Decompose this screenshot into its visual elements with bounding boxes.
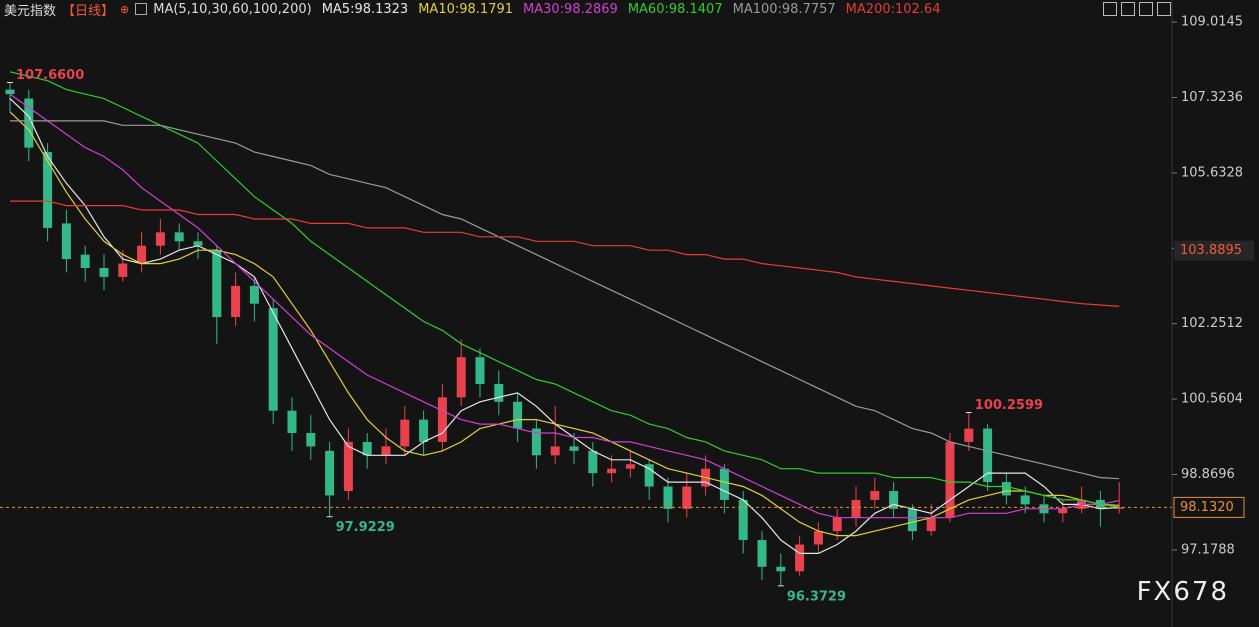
tool-button[interactable]	[1121, 2, 1135, 16]
candle-body	[738, 499, 748, 541]
extreme-label: 100.2599	[975, 398, 1043, 413]
candle-body	[43, 152, 53, 228]
candle-body	[456, 357, 466, 398]
candle-body	[682, 486, 692, 509]
candle-body	[306, 433, 316, 447]
candle-body	[362, 441, 372, 456]
candle-body	[625, 464, 635, 469]
candle-body	[287, 410, 297, 434]
candle-body	[174, 232, 184, 242]
ma-line	[10, 120, 1120, 480]
candle-body	[531, 428, 541, 456]
candle-body	[325, 450, 335, 496]
ma-line	[9, 71, 1120, 508]
candle-body	[343, 441, 353, 491]
y-tick-label: 98.8696	[1181, 467, 1235, 482]
candle-body	[249, 285, 259, 304]
candle-body	[494, 383, 504, 402]
title: 美元指数	[4, 3, 57, 19]
candle-body	[983, 428, 993, 483]
candle-body	[400, 419, 410, 447]
ma-line	[9, 93, 1120, 519]
add-icon[interactable]: ⊕	[120, 2, 130, 16]
extreme-label: 107.6600	[16, 68, 84, 83]
extreme-label: 97.9229	[336, 520, 395, 535]
candle-body	[607, 468, 617, 474]
candle-body	[5, 89, 15, 95]
y-tick-label: 105.6328	[1181, 165, 1243, 180]
candle-body	[550, 446, 560, 456]
candle-body	[61, 223, 71, 260]
header: 美元指数 【日线】 ⊕ MA(5,10,30,60,100,200) MA5:9…	[4, 0, 941, 19]
legend-entry: MA10:98.1791	[418, 1, 514, 17]
candle-body	[1001, 482, 1011, 496]
candle-body	[588, 450, 598, 474]
candle-body	[795, 544, 805, 572]
y-tick-label: 109.0145	[1181, 15, 1243, 30]
candle-body	[776, 566, 786, 572]
ma-line	[9, 111, 1120, 537]
level-box	[1174, 240, 1254, 261]
candle-body	[832, 517, 842, 532]
candle-body	[137, 245, 147, 264]
candle-body	[99, 268, 109, 277]
ma-line	[10, 200, 1120, 307]
candle-body	[926, 517, 936, 532]
candle-body	[118, 263, 128, 277]
candle-body	[24, 98, 34, 148]
candle-body	[231, 285, 241, 318]
toolbar	[1103, 2, 1171, 16]
candle-body	[757, 540, 767, 567]
tool-button[interactable]	[1157, 2, 1171, 16]
candle-body	[268, 308, 278, 411]
last-price-label: 98.1320	[1180, 500, 1234, 515]
candle-body	[437, 397, 447, 442]
legend-entry: MA60:98.1407	[627, 1, 723, 17]
candle-body	[419, 419, 429, 442]
candle-body	[381, 446, 391, 456]
candle-body	[1020, 495, 1030, 505]
candle-body	[889, 490, 899, 509]
candle-body	[1114, 507, 1124, 509]
legend-entry: MA5:98.1323	[321, 1, 409, 17]
tool-button[interactable]	[1103, 2, 1117, 16]
watermark: FX678	[1136, 577, 1229, 607]
candle-body	[907, 508, 917, 532]
candle-body	[945, 441, 955, 518]
candle-body	[155, 232, 165, 246]
candle-body	[964, 428, 974, 442]
candle-body	[80, 254, 90, 269]
candle-body	[644, 464, 654, 487]
ma-line	[9, 98, 1120, 554]
y-tick-label: 97.1788	[1181, 542, 1235, 557]
candle-body	[1058, 508, 1068, 514]
legend-entry: MA100:98.7757	[732, 1, 836, 17]
candle-body	[513, 401, 523, 429]
y-tick-label: 100.5604	[1181, 392, 1243, 407]
candle-body	[569, 446, 579, 451]
period[interactable]: 【日线】	[62, 3, 115, 19]
legend-entry: MA200:102.64	[845, 1, 941, 17]
candle-body	[212, 250, 222, 318]
legend-entry: MA30:98.2869	[523, 1, 618, 17]
y-tick-label: 102.2512	[1181, 316, 1243, 331]
indicator-icon[interactable]	[135, 3, 148, 15]
candle-body	[193, 241, 203, 246]
y-tick-label: 107.3236	[1181, 90, 1243, 105]
candle-body	[813, 531, 823, 545]
candle-body	[870, 490, 880, 500]
tool-button[interactable]	[1139, 2, 1153, 16]
level-label: 103.8895	[1180, 243, 1242, 258]
candle-body	[475, 357, 485, 384]
extreme-label: 96.3729	[787, 589, 846, 604]
candle-body	[719, 468, 729, 500]
indicator: MA(5,10,30,60,100,200)	[153, 1, 312, 17]
candle-body	[851, 499, 861, 518]
candle-body	[663, 486, 673, 509]
last-price-box	[1173, 496, 1245, 518]
